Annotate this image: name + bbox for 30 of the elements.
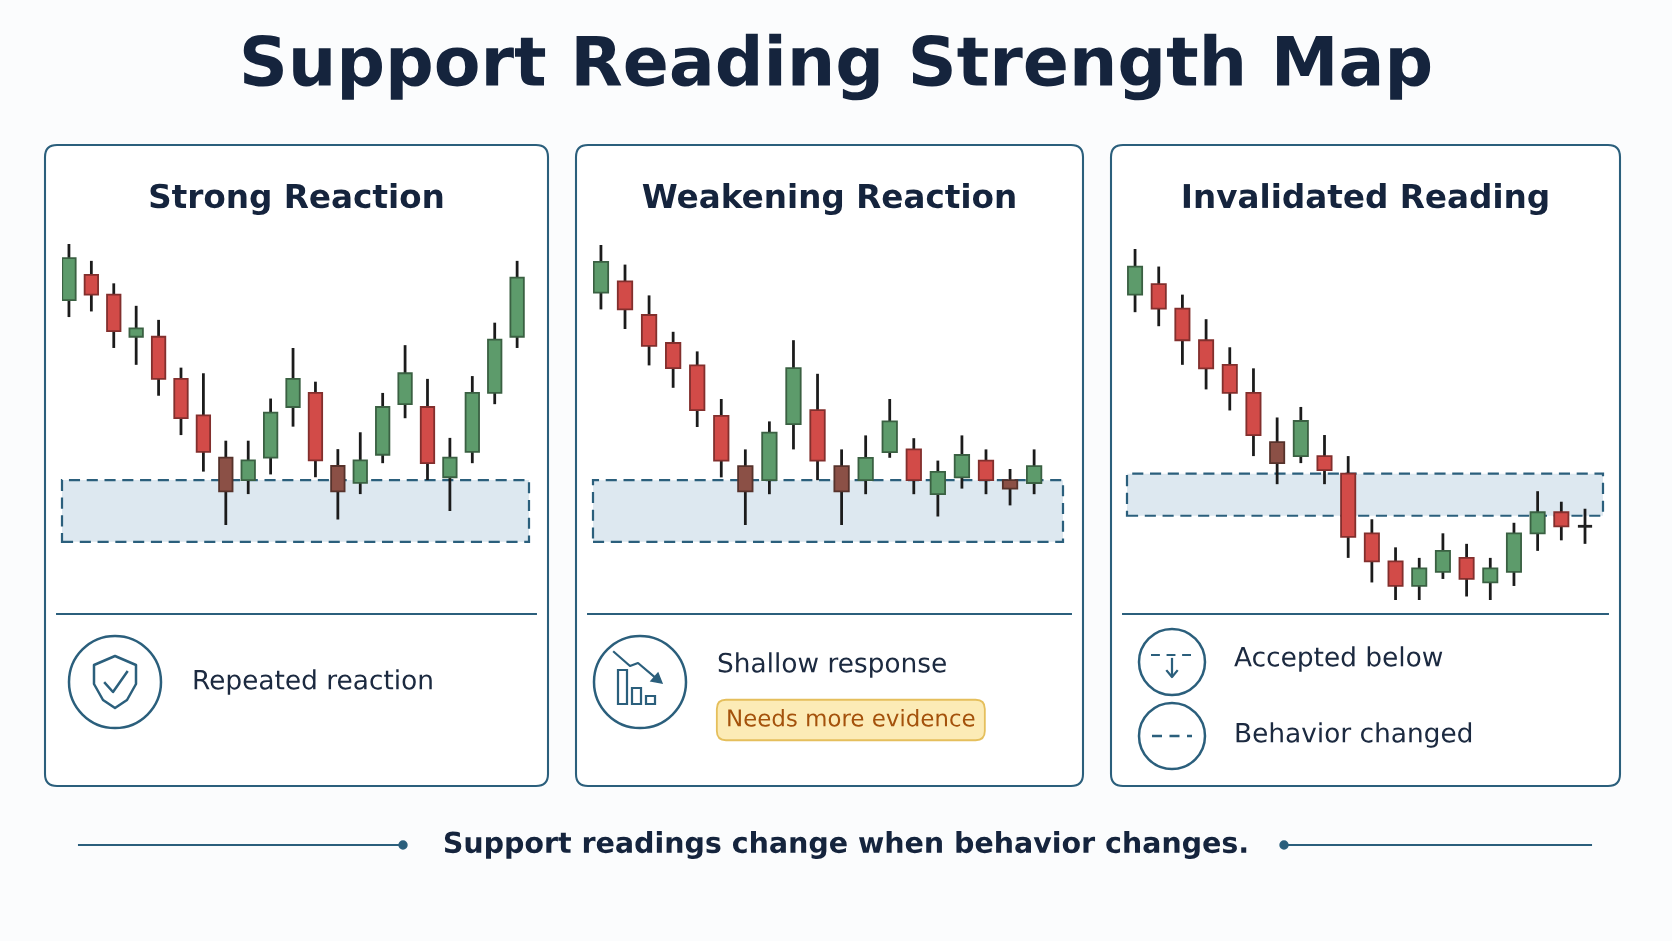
candlestick [1411, 556, 1428, 602]
text: Support readings change when behavior changes. [444, 831, 1247, 859]
candlestick [977, 448, 995, 496]
text: Support Reading Strength Map [243, 33, 1431, 101]
candlestick [929, 459, 946, 518]
candlestick [442, 436, 458, 513]
candlestick [83, 259, 99, 313]
candlestick [128, 304, 144, 367]
text: Behavior changed [1236, 722, 1472, 748]
candlestick [1434, 531, 1451, 581]
candlestick [1482, 556, 1499, 602]
candlestick [1269, 416, 1286, 486]
candlestick [1316, 433, 1333, 486]
candlestick [953, 434, 971, 490]
candlestick [1458, 542, 1475, 598]
candlestick [1529, 489, 1546, 553]
candlestick [240, 439, 256, 496]
text: Needs more evidence [728, 708, 975, 727]
text: Repeated reaction [194, 669, 432, 695]
text: Accepted below [1234, 646, 1443, 672]
text: Shallow response [718, 652, 946, 678]
candlestick [857, 434, 874, 496]
candlestick [1025, 448, 1043, 496]
candlestick [1553, 500, 1570, 542]
candlestick [1576, 507, 1594, 546]
candlestick [1001, 467, 1019, 507]
chart-title: Invalidated Reading [1183, 183, 1548, 215]
chart-title: Strong Reaction [150, 183, 443, 215]
chart-title: Weakening Reaction [642, 183, 1015, 215]
candlestick [352, 430, 368, 496]
